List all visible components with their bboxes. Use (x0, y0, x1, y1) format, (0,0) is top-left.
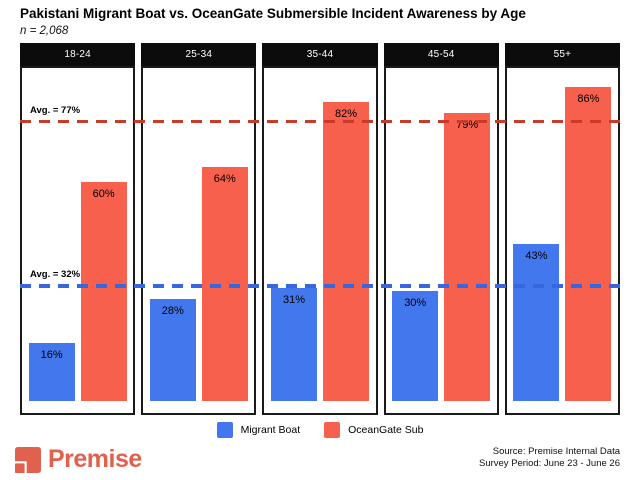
panel-header: 45-54 (383, 43, 499, 66)
age-panel-18-24: 18-24 16% 60% (20, 43, 136, 415)
source-attribution: Source: Premise Internal Data Survey Per… (479, 446, 620, 470)
source-line: Source: Premise Internal Data (492, 446, 620, 457)
bar-value-label: 31% (282, 294, 306, 306)
bar-value-label: 30% (404, 297, 427, 309)
panel-header: 25-34 (141, 43, 257, 66)
bar-value-label: 64% (213, 173, 236, 185)
bar-migrant-boat: 30% (392, 291, 439, 401)
avg-line-migrant (20, 284, 620, 288)
panel-row: 18-24 16% 60% 25-34 28% 64% 35-44 31% 82… (20, 43, 621, 415)
bar-migrant-boat: 43% (513, 244, 560, 401)
bar-value-label: 16% (40, 349, 63, 361)
legend: Migrant Boat OceanGate Sub (0, 422, 640, 438)
chart-title: Pakistani Migrant Boat vs. OceanGate Sub… (20, 6, 526, 21)
panel-plot: 43% 86% (504, 66, 621, 415)
panel-plot: 30% 79% (383, 66, 499, 415)
bar-oceangate-sub: 86% (565, 87, 612, 401)
bar-migrant-boat: 28% (149, 299, 196, 401)
bar-oceangate-sub: 64% (201, 167, 248, 401)
panel-header: 18-24 (20, 43, 136, 66)
sample-size-subtitle: n = 2,068 (20, 25, 69, 37)
survey-period-line: Survey Period: June 23 - June 26 (478, 458, 620, 469)
bar-value-label: 28% (161, 305, 184, 317)
legend-item-oceangate-sub: OceanGate Sub (324, 422, 423, 438)
legend-label: Migrant Boat (240, 424, 301, 436)
bar-value-label: 60% (92, 188, 115, 200)
panel-plot: 28% 64% (141, 66, 257, 415)
panel-plot: 16% 60% (20, 66, 136, 415)
premise-logo: Premise (15, 445, 142, 474)
avg-line-migrant-label: Avg. = 32% (30, 269, 81, 281)
premise-logo-wordmark: Premise (48, 445, 142, 473)
legend-swatch-oceangate-sub (324, 422, 341, 438)
age-panel-25-34: 25-34 28% 64% (141, 43, 257, 415)
bar-oceangate-sub: 82% (323, 102, 369, 401)
legend-label: OceanGate Sub (348, 424, 424, 436)
bar-value-label: 86% (577, 93, 600, 105)
age-panel-55-plus: 55+ 43% 86% (504, 43, 621, 415)
legend-swatch-migrant-boat (216, 422, 233, 438)
avg-line-oceangate-label: Avg. = 77% (30, 104, 81, 116)
footer: Premise Source: Premise Internal Data Su… (0, 442, 640, 476)
bar-oceangate-sub: 60% (80, 182, 127, 401)
bar-value-label: 82% (334, 108, 358, 120)
bar-oceangate-sub: 79% (444, 113, 491, 401)
panel-header: 35-44 (262, 43, 378, 66)
bar-value-label: 43% (525, 250, 548, 262)
age-panel-45-54: 45-54 30% 79% (383, 43, 499, 415)
bar-migrant-boat: 16% (28, 343, 75, 401)
bar-migrant-boat: 31% (271, 288, 317, 401)
panel-header: 55+ (504, 43, 621, 66)
faceted-bar-chart: 18-24 16% 60% 25-34 28% 64% 35-44 31% 82… (20, 43, 621, 415)
avg-line-oceangate (20, 119, 620, 124)
panel-plot: 31% 82% (262, 66, 378, 415)
age-panel-35-44: 35-44 31% 82% (262, 43, 378, 415)
legend-item-migrant-boat: Migrant Boat (216, 422, 301, 438)
premise-logo-icon (15, 446, 41, 473)
